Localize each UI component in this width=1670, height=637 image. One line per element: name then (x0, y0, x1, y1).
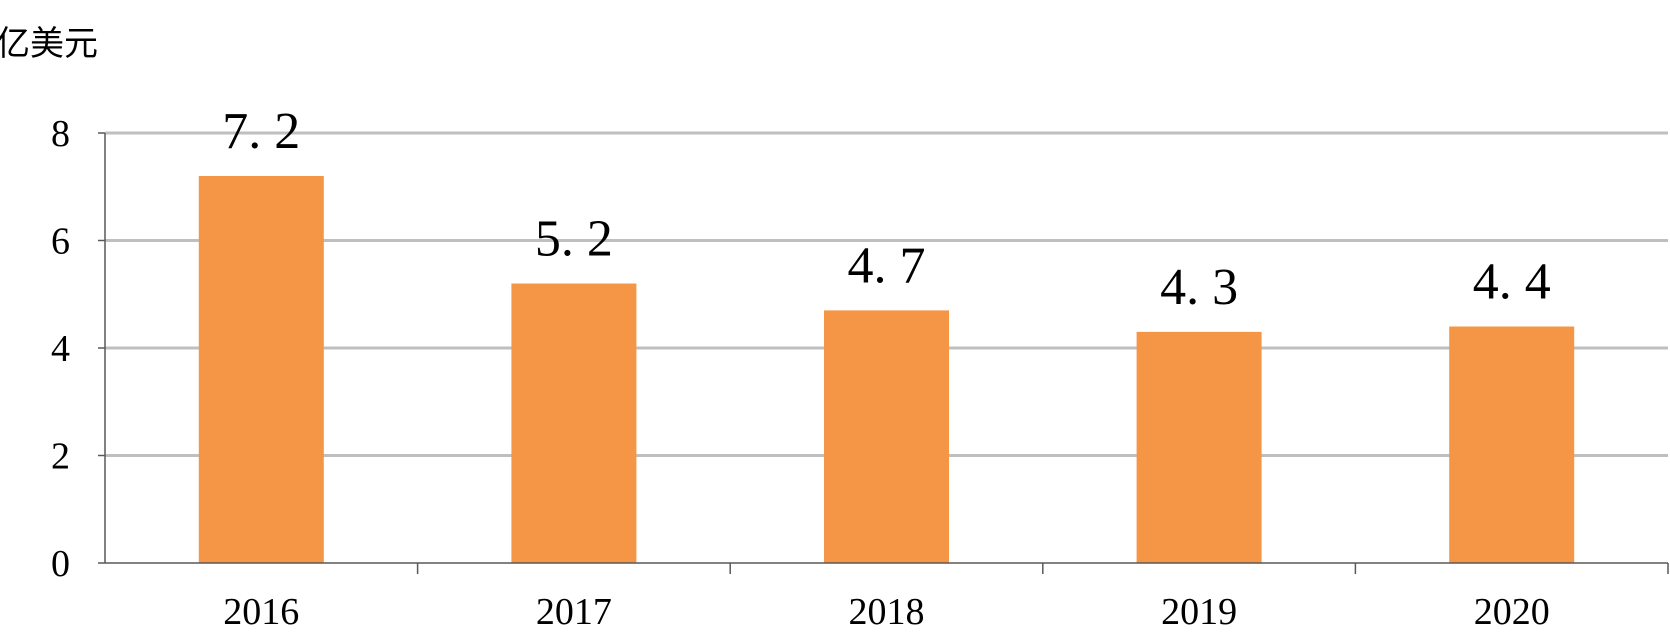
bar-2018 (824, 310, 949, 563)
data-label-2016: 7. 2 (222, 103, 300, 160)
x-tick-label: 2016 (223, 591, 299, 633)
data-label-2018: 4. 7 (848, 237, 926, 294)
labels: 0 2 4 6 8 7. 2 2016 5. 2 2017 4. 7 2018 4. 3 2019 4. … (51, 103, 1551, 633)
bar-2016 (198, 176, 324, 563)
y-axis-unit-label: 亿美元 (0, 24, 98, 64)
y-tick-label: 0 (51, 543, 70, 585)
data-label-2020: 4. 4 (1473, 254, 1551, 311)
data-label-2019: 4. 3 (1160, 259, 1238, 316)
x-tick-label: 2020 (1474, 591, 1550, 633)
x-tick-label: 2018 (849, 591, 925, 633)
x-tick-label: 2017 (536, 591, 612, 633)
data-label-2017: 5. 2 (535, 211, 613, 268)
y-tick-label: 8 (51, 113, 70, 155)
y-tick-label: 6 (51, 221, 70, 263)
y-tick-label: 2 (51, 436, 70, 478)
y-tick-label: 4 (51, 328, 70, 370)
bar-2019 (1136, 331, 1262, 563)
axes (98, 132, 1669, 574)
bar-2020 (1449, 326, 1575, 563)
bar-2017 (511, 283, 637, 563)
bars (198, 176, 1575, 563)
x-tick-label: 2019 (1161, 591, 1237, 633)
